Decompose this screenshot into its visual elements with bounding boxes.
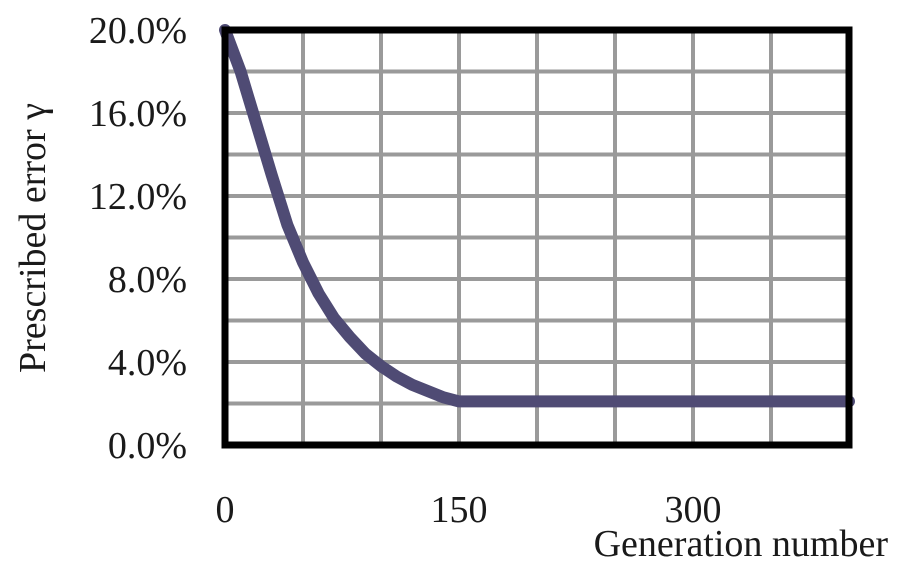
y-tick-label: 16.0% <box>89 93 187 135</box>
y-tick-label: 20.0% <box>89 10 187 52</box>
gridlines <box>225 30 849 445</box>
x-tick-label: 300 <box>665 489 722 531</box>
y-tick-label: 12.0% <box>89 176 187 218</box>
y-tick-label: 8.0% <box>108 259 187 301</box>
x-tick-labels: 0 150 300 <box>216 489 722 531</box>
y-tick-label: 4.0% <box>108 342 187 384</box>
series-line-1 <box>219 24 855 408</box>
x-axis-title: Generation number <box>594 523 889 565</box>
x-tick-label: 150 <box>431 489 488 531</box>
series-layer <box>219 24 855 408</box>
plot-frame <box>221 26 853 449</box>
y-tick-labels: 0.0% 4.0% 8.0% 12.0% 16.0% 20.0% <box>89 10 187 467</box>
x-tick-label: 0 <box>216 489 235 531</box>
y-axis-title: Prescribed error γ <box>12 103 54 373</box>
y-tick-label: 0.0% <box>108 425 187 467</box>
